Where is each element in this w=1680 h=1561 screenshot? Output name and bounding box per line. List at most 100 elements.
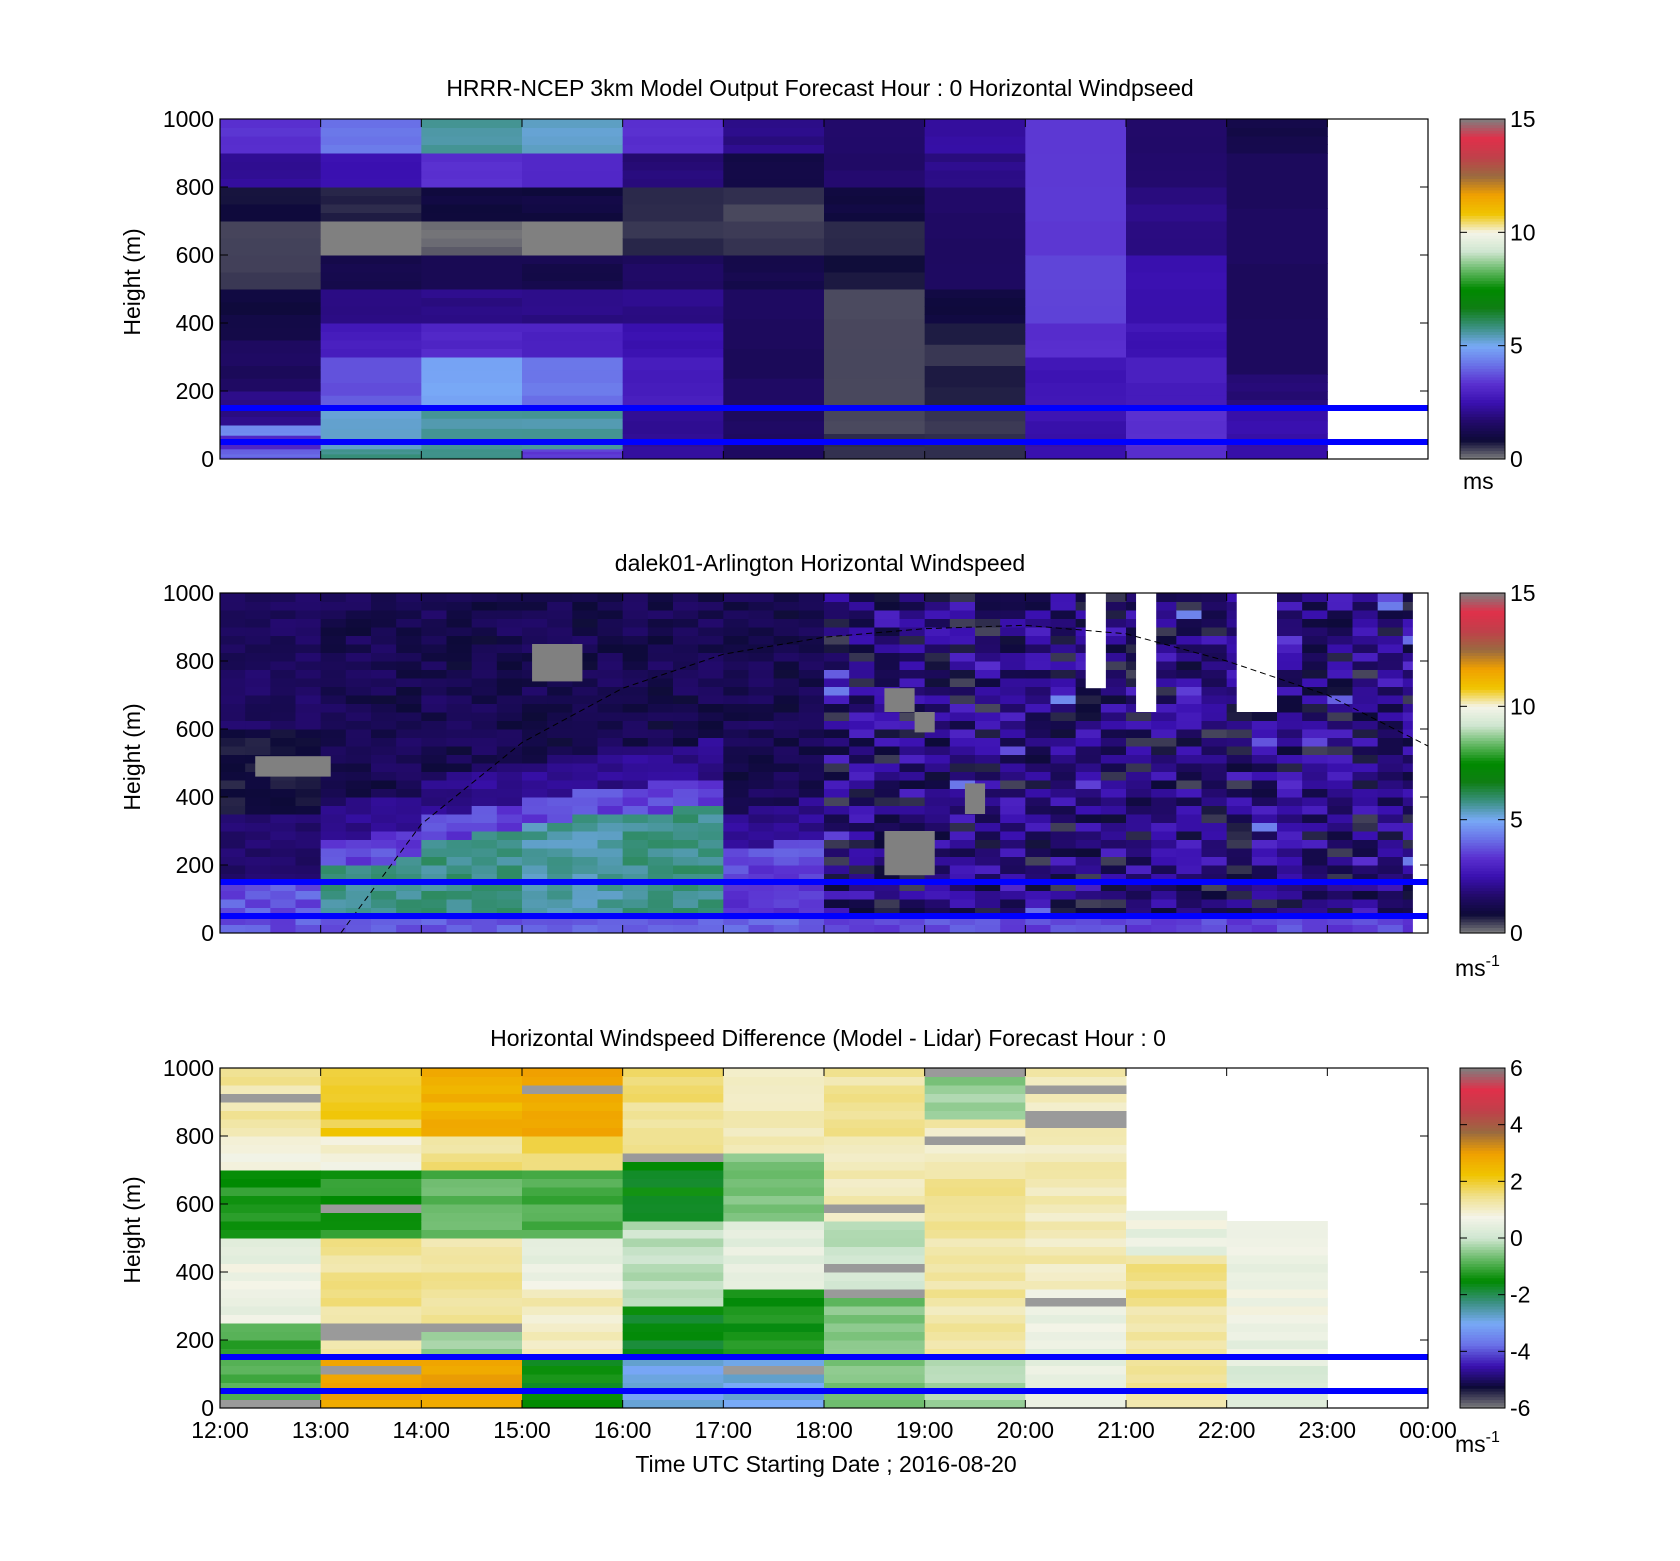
heat-cell [320, 1314, 422, 1324]
heat-cell [220, 746, 246, 755]
heat-cell [773, 712, 800, 721]
heat-cell [421, 907, 447, 917]
heat-cell [622, 1119, 724, 1128]
heat-cell [824, 187, 926, 196]
heat-cell [547, 822, 573, 832]
colorbar-swatch [1460, 862, 1505, 866]
heat-cell [1176, 771, 1202, 781]
colorbar-swatch [1460, 425, 1505, 429]
y-tick-label: 0 [201, 446, 214, 472]
heat-cell [1126, 797, 1152, 806]
heat-cell [723, 720, 749, 730]
heat-cell [371, 797, 397, 806]
heat-cell [471, 661, 498, 670]
heat-cell [824, 610, 850, 619]
heat-cell [522, 1365, 624, 1375]
heat-cell [1226, 822, 1253, 832]
heat-cell [1000, 771, 1026, 781]
heat-cell [1025, 644, 1051, 653]
colorbar-swatch [1460, 1246, 1505, 1250]
heat-cell [320, 1374, 422, 1383]
heat-cell [496, 678, 523, 687]
colorbar-swatch [1460, 192, 1505, 197]
heat-cell [723, 1093, 825, 1103]
heat-cell [320, 865, 347, 874]
heat-cell [1176, 780, 1202, 789]
heat-cell [1025, 1306, 1127, 1315]
heat-cell [522, 331, 624, 341]
colorbar-swatch [1460, 1297, 1505, 1301]
heat-cell [899, 661, 926, 670]
heat-cell [1000, 924, 1026, 934]
heat-cell [320, 418, 422, 429]
heat-cell [1277, 780, 1303, 789]
heat-cell [1100, 924, 1127, 934]
heat-cell [1000, 618, 1026, 628]
heat-cell [748, 856, 775, 866]
colorbar-swatch [1460, 672, 1505, 676]
heat-cell [1025, 1382, 1127, 1392]
heat-cell [597, 890, 624, 900]
heat-cell [723, 882, 749, 891]
y-tick-label: 1000 [163, 580, 214, 606]
colorbar-swatch [1460, 121, 1505, 126]
heat-cell [1075, 848, 1102, 857]
heat-cell [421, 1119, 523, 1128]
heat-cell [924, 1340, 1026, 1349]
colorbar-swatch [1460, 178, 1505, 182]
heat-cell [1075, 916, 1102, 925]
heat-cell [1226, 1331, 1328, 1341]
heat-cell [698, 797, 724, 806]
heat-cell [773, 856, 800, 866]
heat-cell [1377, 754, 1404, 764]
heat-cell [1251, 822, 1278, 832]
heat-cell [220, 425, 322, 429]
heat-cell [849, 839, 875, 849]
heat-cell [1126, 882, 1152, 891]
heat-cell [421, 348, 523, 358]
heat-cell [496, 831, 523, 840]
heat-cell [824, 720, 850, 730]
heat-cell [647, 720, 674, 730]
heat-cell [1100, 839, 1127, 849]
heat-cell [421, 1221, 523, 1230]
heat-cell [220, 187, 322, 196]
heat-cell [320, 1110, 422, 1120]
heat-cell [924, 593, 951, 602]
heat-cell [1126, 737, 1152, 747]
heat-cell [924, 365, 1026, 388]
colorbar-swatch [1460, 255, 1505, 259]
heat-cell [798, 882, 825, 891]
heat-cell [899, 610, 926, 619]
heat-cell [723, 136, 825, 145]
heat-cell [1075, 720, 1102, 730]
colorbar-swatch [1460, 675, 1505, 679]
heat-cell [723, 839, 749, 849]
heat-cell [1352, 746, 1379, 755]
heat-cell [773, 771, 800, 781]
heat-cell [622, 1238, 724, 1247]
heat-cell [798, 797, 825, 806]
heat-cell [446, 695, 473, 704]
heat-cell [647, 882, 674, 891]
heat-cell [1201, 627, 1228, 636]
heatmap-area [220, 119, 1428, 460]
heat-cell [1100, 618, 1127, 628]
heat-cell [1226, 1289, 1328, 1298]
heat-cell [723, 1272, 825, 1281]
heat-cell [371, 848, 397, 857]
heat-cell [1075, 924, 1102, 934]
heat-cell [824, 788, 850, 798]
heat-cell [622, 178, 724, 188]
heat-cell [220, 1119, 322, 1128]
colorbar-tick-label: 4 [1510, 1112, 1523, 1138]
heat-cell [723, 1374, 825, 1383]
heat-cell [396, 601, 422, 611]
heat-cell [975, 627, 1001, 636]
heat-cell [1025, 408, 1127, 422]
colorbar-swatch [1460, 610, 1505, 614]
heat-cell [471, 610, 498, 619]
heat-cell [723, 763, 749, 772]
heat-cell [1201, 610, 1228, 619]
heat-cell [824, 1323, 926, 1332]
